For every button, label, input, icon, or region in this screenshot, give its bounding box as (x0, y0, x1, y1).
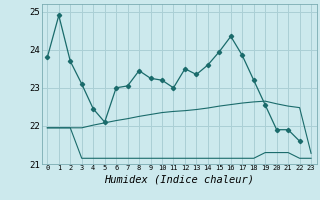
X-axis label: Humidex (Indice chaleur): Humidex (Indice chaleur) (104, 174, 254, 184)
